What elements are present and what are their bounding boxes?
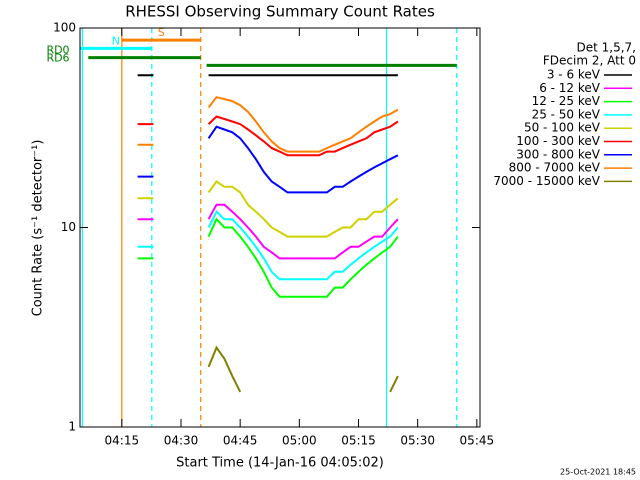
legend-header: Det 1,5,7, bbox=[577, 41, 637, 55]
x-tick-label: 04:45 bbox=[223, 434, 258, 448]
legend-label: 12 - 25 keV bbox=[532, 94, 601, 108]
y-tick-label: 10 bbox=[61, 220, 76, 234]
series-line bbox=[137, 125, 399, 194]
y-tick-label: 1 bbox=[68, 420, 76, 434]
x-tick-label: 04:15 bbox=[105, 434, 140, 448]
series-line bbox=[137, 203, 399, 260]
legend-label: 25 - 50 keV bbox=[532, 107, 601, 121]
legend-label: 7000 - 15000 keV bbox=[493, 174, 600, 188]
legend-label: 6 - 12 keV bbox=[539, 81, 601, 95]
legend-label: 3 - 6 keV bbox=[547, 68, 601, 82]
flag-label: S bbox=[158, 26, 165, 39]
series-line bbox=[137, 96, 399, 153]
legend-header: FDecim 2, Att 0 bbox=[543, 54, 636, 68]
flag-label: N bbox=[112, 34, 120, 47]
legend-label: 50 - 100 keV bbox=[524, 121, 601, 135]
x-tick-label: 05:00 bbox=[282, 434, 317, 448]
series-line bbox=[207, 345, 399, 393]
series-line bbox=[137, 115, 399, 157]
x-tick-label: 05:15 bbox=[341, 434, 376, 448]
flag-label: RD0 bbox=[46, 44, 69, 57]
legend-label: 100 - 300 keV bbox=[516, 134, 600, 148]
y-tick-label: 100 bbox=[53, 21, 76, 35]
flag-label: RD6 bbox=[46, 51, 69, 64]
y-axis-label: Count Rate (s⁻¹ detector⁻¹) bbox=[31, 140, 46, 317]
x-tick-label: 04:30 bbox=[164, 434, 199, 448]
series-line bbox=[137, 217, 399, 298]
series-line bbox=[137, 180, 399, 238]
legend-label: 800 - 7000 keV bbox=[509, 161, 601, 175]
series-line bbox=[137, 210, 399, 281]
chart-title: RHESSI Observing Summary Count Rates bbox=[125, 3, 435, 21]
x-tick-label: 05:45 bbox=[460, 434, 495, 448]
legend-label: 300 - 800 keV bbox=[516, 147, 600, 161]
x-axis-label: Start Time (14-Jan-16 04:05:02) bbox=[176, 456, 384, 471]
x-tick-label: 05:30 bbox=[400, 434, 435, 448]
footer: 25-Oct-2021 18:45 bbox=[560, 468, 636, 477]
